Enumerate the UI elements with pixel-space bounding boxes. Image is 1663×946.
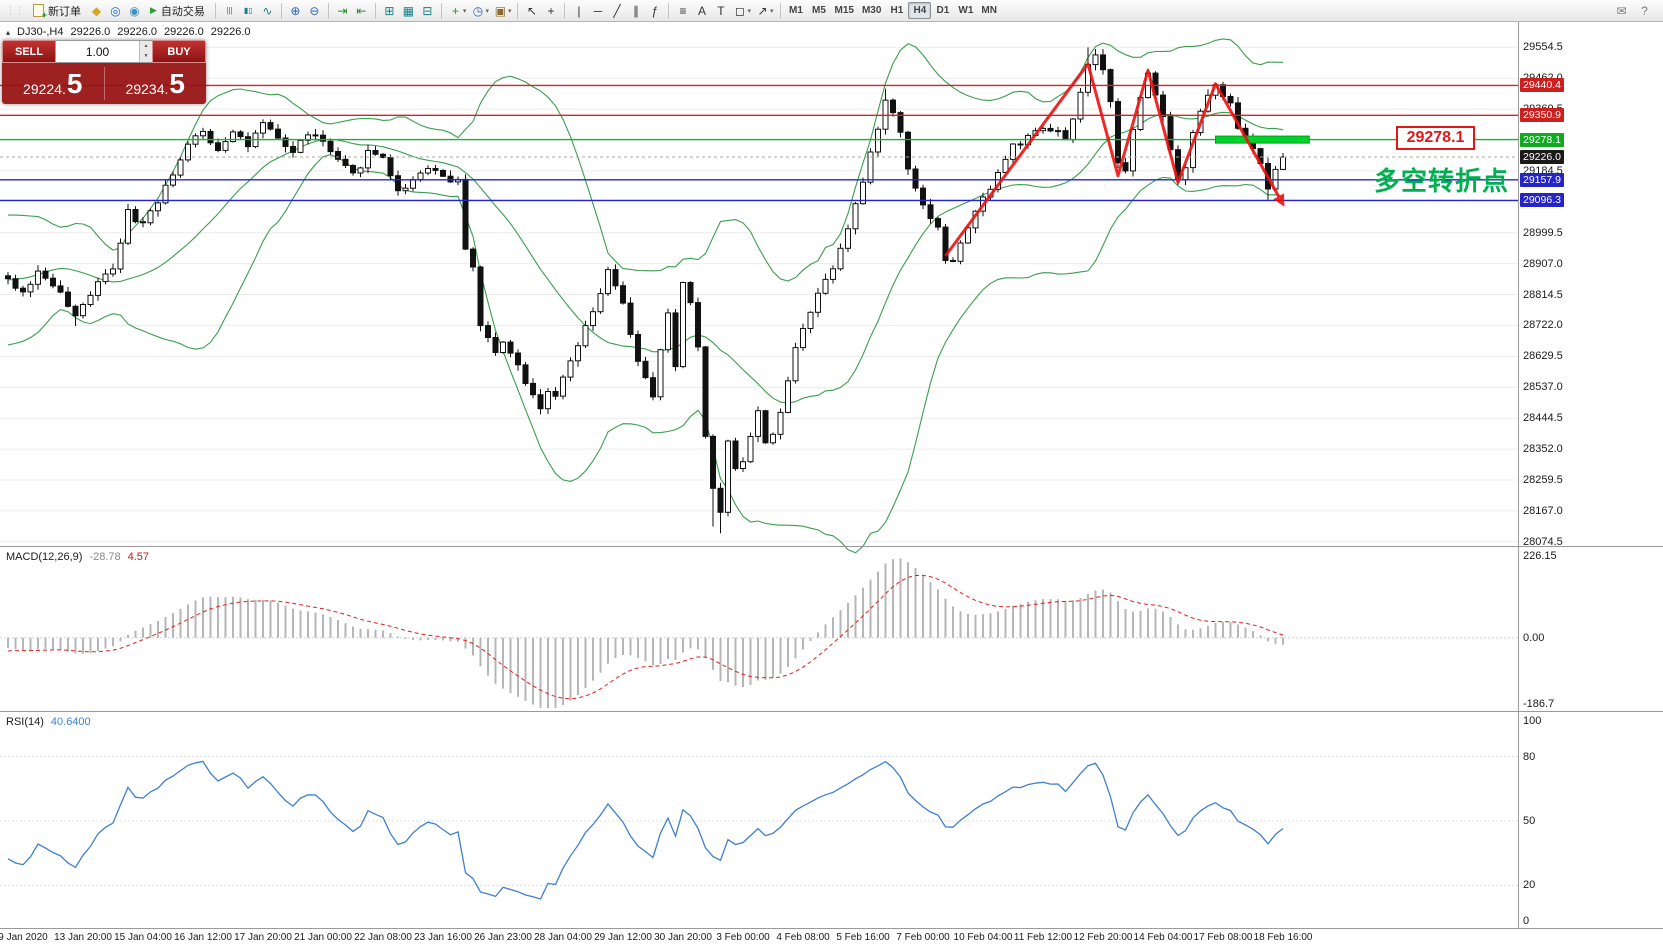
- volume-box: ▲ ▼: [56, 40, 152, 63]
- new-chart-icon[interactable]: ⊞: [384, 3, 395, 18]
- indicators-icon-dropdown[interactable]: ▾: [462, 7, 467, 15]
- grid: [0, 46, 1518, 886]
- periods-icon[interactable]: ◷: [472, 3, 484, 18]
- buy-price-small: 29234.: [125, 81, 169, 97]
- cursor-icon[interactable]: ↖: [526, 3, 537, 18]
- buy-price[interactable]: 29234. 5: [105, 63, 207, 104]
- shapes-icon[interactable]: ◻: [734, 3, 745, 18]
- timeframe-mn[interactable]: MN: [981, 5, 997, 16]
- rsi-label: RSI(14) 40.6400: [6, 716, 91, 728]
- chat-icon[interactable]: ✉: [1616, 3, 1627, 18]
- candles: [5, 47, 1286, 534]
- objects-list-icon[interactable]: ≡: [679, 3, 687, 18]
- rsi-value: 40.6400: [50, 716, 91, 728]
- templates-icon[interactable]: ▣: [494, 3, 507, 18]
- autoscroll-icon[interactable]: ⇥: [337, 3, 348, 18]
- macd-signal-line: [7, 574, 1284, 700]
- volume-up-button[interactable]: ▲: [140, 41, 152, 52]
- equidistant-channel-icon[interactable]: ∥: [632, 3, 639, 18]
- timeframe-toolbar: M1 M5 M15 M30 H1 H4 D1 W1 MN: [776, 2, 1001, 19]
- timeframe-w1[interactable]: W1: [958, 5, 974, 16]
- sell-price-big: 5: [66, 67, 83, 99]
- macd-label: MACD(12,26,9) -28.78 4.57: [6, 551, 149, 563]
- fibonacci-icon[interactable]: ƒ: [651, 3, 659, 18]
- toolbar-right-icons: ✉?: [1612, 2, 1660, 20]
- new-order-button[interactable]: 新订单: [27, 2, 87, 20]
- highlight-level-segment[interactable]: [1215, 135, 1310, 144]
- main-toolbar: ⋮⋮ 新订单 ◆◎◉ ▶ 自动交易 |||▮▯∿⊕⊖⇥⇤⊞▦⊟+▾◷▾▣▾↖+|…: [0, 0, 1663, 22]
- volume-input[interactable]: [56, 44, 139, 59]
- timeframe-h4[interactable]: H4: [908, 2, 932, 19]
- app-icons-group: ◆ ◎ ◉: [87, 2, 144, 20]
- toolbar-drag-handle[interactable]: ⋮⋮: [6, 5, 24, 15]
- candlestick-chart-icon[interactable]: ▮▯: [244, 6, 253, 15]
- cascade-windows-icon[interactable]: ⊟: [422, 3, 433, 18]
- one-click-toggle-icon[interactable]: ▴: [6, 27, 11, 37]
- buy-button[interactable]: BUY: [152, 40, 206, 63]
- one-click-trading-panel: SELL ▲ ▼ BUY 29224. 5 29234. 5: [2, 40, 206, 104]
- periods-icon-dropdown[interactable]: ▾: [485, 7, 489, 15]
- arrows-icon[interactable]: ↗: [757, 3, 768, 18]
- text-label-icon[interactable]: T: [717, 3, 725, 18]
- autotrading-play-icon: ▶: [150, 5, 157, 15]
- timeframe-h1[interactable]: H1: [890, 5, 904, 16]
- timeframe-m30[interactable]: M30: [861, 5, 882, 16]
- timeframe-m1[interactable]: M1: [789, 5, 803, 16]
- rsi-line: [7, 760, 1284, 900]
- toolbar-icon-groups: ||| ▮▯ ∿ ⊕ ⊖ ⇥ ⇤ ⊞ ▦ ⊟ + ▾ ◷ ▾ ▣ ▾ ↖ + | ─ ╱ ∥ ƒ ≡ A T ◻ ▾ ↗ ▾: [211, 2, 776, 20]
- price-callout-label[interactable]: 29278.1: [1396, 126, 1475, 150]
- arrows-icon-dropdown[interactable]: ▾: [769, 7, 774, 15]
- rsi-name: RSI(14): [6, 716, 44, 728]
- horizontal-line-icon[interactable]: ─: [593, 3, 603, 18]
- timeframe-m15[interactable]: M15: [834, 5, 854, 16]
- bar-chart-icon[interactable]: |||: [226, 6, 233, 15]
- symbol-header: ▴ DJ30-,H4 29226.0 29226.0 29226.0 29226…: [6, 26, 251, 38]
- new-order-label: 新订单: [48, 5, 81, 18]
- crosshair-icon[interactable]: +: [547, 3, 555, 18]
- zoom-in-icon[interactable]: ⊕: [290, 3, 301, 18]
- macd-value: -28.78: [89, 551, 121, 563]
- macd-name: MACD(12,26,9): [6, 551, 83, 563]
- zigzag-annotation[interactable]: [944, 62, 1285, 257]
- symbol-name: DJ30-,H4: [17, 26, 64, 38]
- templates-icon-dropdown[interactable]: ▾: [507, 7, 512, 15]
- macd-signal-value: 4.57: [127, 551, 150, 563]
- ohlc-low: 29226.0: [164, 26, 204, 38]
- chart-shift-icon[interactable]: ⇤: [356, 3, 367, 18]
- macd-histogram: [7, 558, 1284, 709]
- ohlc-open: 29226.0: [70, 26, 111, 38]
- indicators-icon[interactable]: +: [451, 3, 459, 18]
- price-divider: [103, 67, 105, 100]
- level-lines: [0, 84, 1518, 202]
- sell-price[interactable]: 29224. 5: [2, 63, 104, 104]
- market-icon[interactable]: ◎: [110, 3, 121, 18]
- volume-down-button[interactable]: ▼: [140, 51, 152, 62]
- sell-price-small: 29224.: [23, 81, 66, 97]
- vertical-line-icon[interactable]: |: [577, 3, 581, 18]
- ohlc-close: 29226.0: [210, 26, 251, 38]
- line-chart-icon[interactable]: ∿: [262, 3, 273, 18]
- turning-point-annotation[interactable]: 多空转折点: [1374, 166, 1510, 196]
- timeframe-d1[interactable]: D1: [936, 5, 950, 16]
- text-icon[interactable]: A: [697, 3, 706, 18]
- new-order-icon: [33, 4, 47, 20]
- help-icon[interactable]: ?: [1641, 3, 1648, 18]
- timeframe-m5[interactable]: M5: [812, 5, 826, 16]
- autotrading-label: 自动交易: [160, 5, 205, 18]
- panel-separators: [0, 22, 1663, 929]
- trendline-icon[interactable]: ╱: [613, 3, 621, 18]
- signals-icon[interactable]: ◉: [129, 3, 140, 18]
- tile-windows-icon[interactable]: ▦: [402, 3, 415, 18]
- buy-price-big: 5: [169, 67, 185, 99]
- autotrading-button[interactable]: ▶ 自动交易: [144, 2, 211, 20]
- zoom-out-icon[interactable]: ⊖: [309, 3, 320, 18]
- community-icon[interactable]: ◆: [91, 3, 102, 18]
- ohlc-high: 29226.0: [117, 26, 158, 38]
- shapes-icon-dropdown[interactable]: ▾: [747, 7, 751, 15]
- sell-button[interactable]: SELL: [2, 40, 56, 63]
